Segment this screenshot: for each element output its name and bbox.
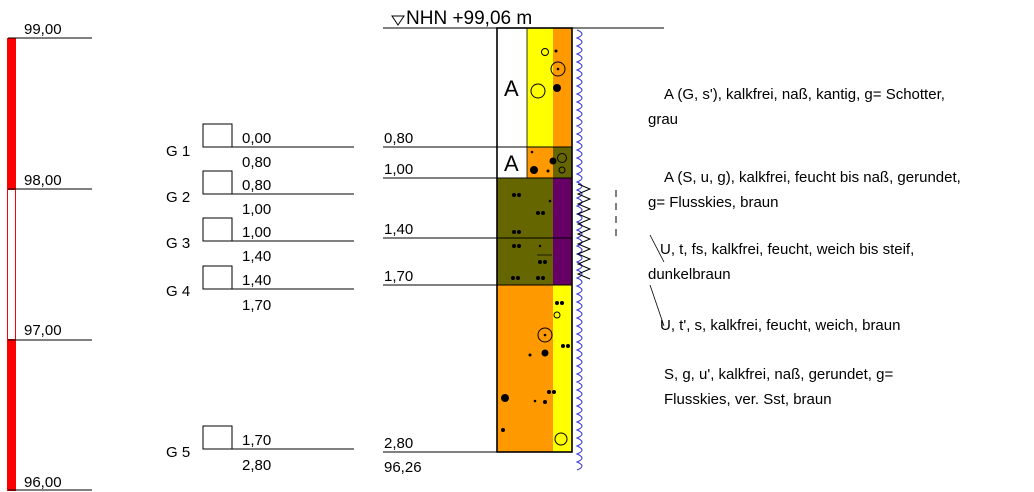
- layer5-gravel-fill: [553, 285, 572, 452]
- consistency-zigzag: [576, 183, 592, 280]
- layer5-description-line2: Flusskies, ver. Sst, braun: [664, 391, 832, 408]
- sample-id: G 5: [166, 444, 190, 461]
- final-elevation-label: 96,26: [384, 459, 422, 476]
- sample-bottom-depth: 0,80: [242, 154, 271, 171]
- description-pointer: [649, 234, 665, 263]
- layer3-silt-fill: [497, 178, 553, 238]
- sample-box: [202, 123, 233, 148]
- layer1-description-line2: grau: [648, 111, 678, 128]
- layer1-gravel-fill: [527, 28, 553, 147]
- scale-bar-segment-2: [7, 189, 16, 340]
- sample-box: [202, 170, 233, 195]
- depth-label-1-70: 1,70: [384, 268, 413, 285]
- scale-bar-segment-1: [7, 38, 16, 189]
- sample-box: [202, 217, 233, 242]
- layer3-description-line1: U, t, fs, kalkfrei, feucht, weich bis st…: [660, 241, 914, 258]
- layer2-description-line2: g= Flusskies, braun: [648, 194, 778, 211]
- scale-bar-segment-3: [7, 340, 16, 491]
- sample-top-depth: 1,70: [242, 432, 271, 449]
- scale-label-96: 96,00: [24, 474, 62, 491]
- layer1-white-fill: [497, 28, 527, 147]
- layer4-description-line1: U, t', s, kalkfrei, feucht, weich, braun: [660, 317, 900, 334]
- sample-g1: G 1 0,00 0,80: [166, 123, 354, 171]
- sample-g4: G 4 1,40 1,70: [166, 265, 354, 314]
- layer5-description-line1: S, g, u', kalkfrei, naß, gerundet, g=: [664, 366, 893, 383]
- borehole-column: A A: [496, 27, 573, 453]
- depth-label-1-40: 1,40: [384, 221, 413, 238]
- sample-top-depth: 0,00: [242, 130, 271, 147]
- layer1-sand-fill: [553, 28, 572, 147]
- sample-id: G 2: [166, 189, 190, 206]
- column-outline: [496, 27, 573, 453]
- sample-bottom-depth: 1,00: [242, 201, 271, 218]
- depth-label-2-80: 2,80: [384, 435, 413, 452]
- layer-depth-labels: 0,80 1,00 1,40 1,70 2,80 96,26: [383, 130, 497, 476]
- elevation-title: NHN +99,06 m: [406, 8, 532, 29]
- sample-top-depth: 0,80: [242, 177, 271, 194]
- groundwater-wave-line: [575, 29, 583, 471]
- depth-label-1-00: 1,00: [384, 161, 413, 178]
- sample-top-depth: 1,00: [242, 224, 271, 241]
- layer-descriptions: A (G, s'), kalkfrei, naß, kantig, g= Sch…: [648, 86, 961, 408]
- layer2-description-line1: A (S, u, g), kalkfrei, feucht bis naß, g…: [664, 169, 961, 186]
- water-level-triangle-icon: [391, 15, 405, 26]
- sample-id: G 3: [166, 235, 190, 252]
- depth-label-0-80: 0,80: [384, 130, 413, 147]
- layer3-humus-fill: [553, 178, 572, 238]
- sample-g2: G 2 0,80 1,00: [166, 170, 354, 218]
- sample-id: G 4: [166, 283, 190, 300]
- layer1-marker: A: [504, 76, 519, 101]
- layer2-white-fill: [497, 147, 527, 178]
- sample-top-depth: 1,40: [242, 272, 271, 289]
- layer4-humus-fill: [553, 238, 572, 285]
- layer3-description-line2: dunkelbraun: [648, 266, 731, 283]
- sample-bottom-depth: 1,70: [242, 297, 271, 314]
- gravel-symbols: [501, 48, 570, 446]
- scale-label-98: 98,00: [24, 172, 62, 189]
- scale-label-97: 97,00: [24, 322, 62, 339]
- sample-bottom-depth: 1,40: [242, 248, 271, 265]
- samples-column: G 1 0,00 0,80 G 2 0,80 1,00 G 3 1,00 1,4…: [166, 123, 354, 474]
- header-elevation: NHN +99,06 m: [383, 8, 664, 29]
- elevation-scale: 99,00 98,00 97,00 96,00: [7, 21, 92, 491]
- layer5-sand-fill: [497, 285, 553, 452]
- sample-bottom-depth: 2,80: [242, 457, 271, 474]
- layer2-marker: A: [504, 151, 519, 176]
- layer1-description-line1: A (G, s'), kalkfrei, naß, kantig, g= Sch…: [664, 86, 945, 103]
- description-pointer: [649, 284, 665, 327]
- sample-g5: G 5 1,70 2,80: [166, 425, 354, 474]
- scale-label-99: 99,00: [24, 21, 62, 38]
- sample-id: G 1: [166, 143, 190, 160]
- sample-box: [202, 425, 233, 450]
- sample-box: [202, 265, 233, 290]
- sample-g3: G 3 1,00 1,40: [166, 217, 354, 265]
